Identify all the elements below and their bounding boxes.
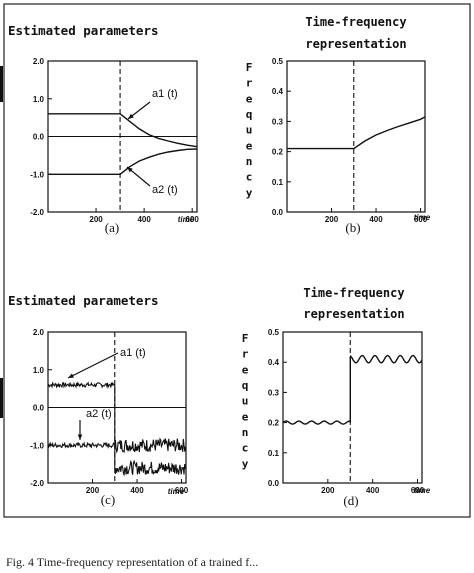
y-tick-label: 0.0 bbox=[33, 133, 45, 142]
y-tick-label: 1.0 bbox=[33, 95, 45, 104]
y-tick-label: 2.0 bbox=[33, 57, 45, 66]
y-tick-label: -1.0 bbox=[30, 441, 44, 450]
series-line bbox=[282, 354, 423, 425]
y-tick-label: 0.0 bbox=[272, 208, 284, 217]
y-tick-label: 2.0 bbox=[33, 328, 45, 337]
y-axis-label-letter: r bbox=[246, 77, 253, 90]
annotation-arrowhead bbox=[128, 113, 134, 119]
chart-title-line-2: representation bbox=[303, 307, 404, 321]
annotation-arrowhead bbox=[77, 434, 83, 440]
series-annotation-label: a1 (t) bbox=[152, 88, 178, 100]
y-axis-label-letter: q bbox=[246, 108, 253, 121]
y-tick-label: 0.1 bbox=[272, 178, 284, 187]
y-tick-label: 0.3 bbox=[272, 117, 284, 126]
y-tick-label: 0.0 bbox=[33, 404, 45, 413]
y-tick-label: 0.3 bbox=[268, 388, 280, 397]
series-annotation-label: a2 (t) bbox=[86, 408, 112, 420]
chart-d: Time-frequency representation 0.5 0.4 0.3 0.2… bbox=[242, 286, 431, 508]
panel-label: (a) bbox=[105, 220, 119, 235]
chart-a: Estimated parameters 2.0 1.0 0.0 -1.0 -2.0 200… bbox=[8, 23, 199, 235]
y-tick-label: 0.5 bbox=[268, 328, 280, 337]
y-tick-label: 0.0 bbox=[268, 479, 280, 488]
margin-mark bbox=[0, 378, 3, 418]
chart-title: Estimated parameters bbox=[8, 23, 159, 38]
annotation-arrow bbox=[67, 352, 119, 379]
figure-caption: Fig. 4 Time-frequency representation of … bbox=[6, 555, 258, 569]
annotation-arrowhead bbox=[68, 373, 74, 378]
plot-frame bbox=[286, 60, 426, 213]
x-tick-label: 600 bbox=[414, 215, 428, 224]
x-tick-label: 400 bbox=[369, 215, 383, 224]
chart-title-line-1: Time-frequency bbox=[305, 15, 406, 29]
x-tick-label: 600 bbox=[175, 486, 189, 495]
series-line bbox=[47, 441, 187, 477]
y-tick-label: 0.4 bbox=[268, 358, 280, 367]
panel-label: (d) bbox=[343, 493, 358, 508]
y-axis-label-letter: F bbox=[242, 332, 249, 345]
y-tick-label: 0.4 bbox=[272, 87, 284, 96]
y-tick-label: 0.2 bbox=[272, 148, 284, 157]
y-axis-label-letter: n bbox=[242, 426, 249, 439]
panel-label: (b) bbox=[345, 220, 360, 235]
chart-title: Estimated parameters bbox=[8, 293, 159, 308]
y-axis-label-letter: e bbox=[242, 363, 249, 376]
y-tick-label: 1.0 bbox=[33, 366, 45, 375]
x-tick-label: 200 bbox=[321, 486, 335, 495]
chart-b: Time-frequency representation 0.5 0.4 0.3 0.2… bbox=[246, 15, 431, 235]
y-axis-label-letter: c bbox=[242, 442, 249, 455]
y-tick-label: -2.0 bbox=[30, 479, 44, 488]
y-axis-label-letter: e bbox=[246, 139, 253, 152]
y-axis-label-letter: e bbox=[246, 92, 253, 105]
figure-border bbox=[3, 3, 471, 518]
x-axis-label: time bbox=[178, 215, 195, 224]
x-tick-label: 600 bbox=[411, 486, 425, 495]
x-axis-label: time bbox=[168, 487, 185, 496]
y-axis-label-letter: y bbox=[242, 457, 249, 470]
y-axis-label-letter: F bbox=[246, 61, 253, 74]
x-axis-label: time bbox=[414, 486, 431, 495]
y-axis-label-letter: r bbox=[242, 348, 249, 361]
chart-title-line-1: Time-frequency bbox=[303, 286, 404, 300]
y-axis-label-letter: u bbox=[246, 124, 253, 137]
plot-frame bbox=[282, 331, 423, 484]
x-tick-label: 400 bbox=[366, 486, 380, 495]
series-line bbox=[48, 148, 198, 175]
series-line bbox=[47, 381, 187, 454]
y-tick-label: -2.0 bbox=[30, 208, 44, 217]
chart-c: Estimated parameters 2.0 1.0 0.0 -1.0 -2.0 200… bbox=[8, 293, 189, 507]
y-tick-label: -1.0 bbox=[30, 170, 44, 179]
series-line bbox=[287, 116, 426, 150]
x-tick-label: 600 bbox=[186, 215, 200, 224]
x-tick-label: 400 bbox=[137, 215, 151, 224]
x-axis-label: time bbox=[414, 213, 431, 222]
y-axis-label-letter: q bbox=[242, 379, 249, 392]
x-tick-label: 400 bbox=[130, 486, 144, 495]
y-tick-label: 0.2 bbox=[268, 419, 280, 428]
margin-mark bbox=[0, 66, 3, 102]
y-axis-label-letter: e bbox=[242, 410, 249, 423]
series-annotation-label: a2 (t) bbox=[152, 184, 178, 196]
panel-label: (c) bbox=[101, 492, 115, 507]
x-tick-label: 200 bbox=[89, 215, 103, 224]
y-tick-label: 0.1 bbox=[268, 449, 280, 458]
y-axis-label-letter: c bbox=[246, 171, 253, 184]
annotation-arrowhead bbox=[127, 167, 133, 173]
y-axis-label-letter: y bbox=[246, 186, 253, 199]
series-line bbox=[48, 113, 198, 148]
y-axis-label-letter: u bbox=[242, 395, 249, 408]
x-tick-label: 200 bbox=[325, 215, 339, 224]
series-annotation-label: a1 (t) bbox=[120, 347, 146, 359]
chart-title-line-2: representation bbox=[305, 37, 406, 51]
y-tick-label: 0.5 bbox=[272, 57, 284, 66]
y-axis-label-letter: n bbox=[246, 155, 253, 168]
x-tick-label: 200 bbox=[86, 486, 100, 495]
